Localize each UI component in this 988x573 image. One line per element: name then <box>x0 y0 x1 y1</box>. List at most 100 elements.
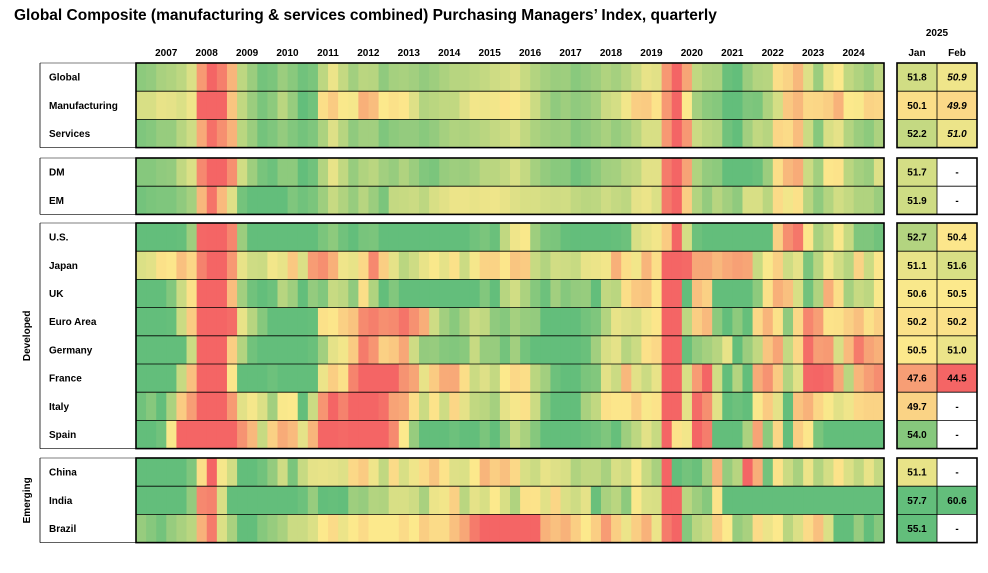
year-label: 2024 <box>842 48 865 59</box>
jan-cell <box>897 335 937 365</box>
heat-cell <box>307 251 319 280</box>
heat-cell <box>510 392 521 421</box>
jan-cell <box>897 458 937 487</box>
heat-cell <box>803 307 814 337</box>
heat-cell <box>257 91 268 120</box>
heat-cell <box>338 364 349 393</box>
heat-cell <box>196 392 208 421</box>
heat-cell <box>873 223 885 252</box>
heat-cell <box>681 279 693 308</box>
heat-cell <box>449 458 460 487</box>
heat-cell <box>712 392 723 421</box>
heat-cell <box>530 364 541 393</box>
heat-cell <box>621 158 632 187</box>
heat-cell <box>267 279 279 308</box>
heat-cell <box>762 158 774 187</box>
heat-cell <box>237 364 248 393</box>
heat-cell <box>328 186 339 215</box>
heat-cell <box>499 186 511 215</box>
heat-cell <box>388 158 400 187</box>
heat-cell <box>732 279 743 308</box>
heat-cell <box>550 335 562 365</box>
heat-cell <box>803 458 814 487</box>
heat-cell <box>328 158 339 187</box>
jan-cell <box>897 486 937 515</box>
heat-cell <box>762 392 774 421</box>
heat-cell <box>823 186 834 215</box>
heat-cell <box>328 119 339 148</box>
heat-cell <box>782 392 794 421</box>
heat-cell <box>560 307 572 337</box>
heat-cell <box>287 486 299 515</box>
heat-cell <box>499 63 511 92</box>
heat-cell <box>661 458 673 487</box>
heat-cell <box>348 186 359 215</box>
heat-cell <box>216 335 228 365</box>
heat-cell <box>550 186 562 215</box>
heat-cell <box>641 307 653 337</box>
heat-cell <box>691 223 703 252</box>
heat-cell <box>439 223 450 252</box>
heat-cell <box>691 458 703 487</box>
heat-cell <box>843 486 855 515</box>
heat-cell <box>550 420 562 449</box>
heat-cell <box>550 63 562 92</box>
heat-cell <box>136 486 147 515</box>
heat-cell <box>621 91 632 120</box>
heat-cell <box>621 392 632 421</box>
heat-cell <box>459 458 471 487</box>
heat-cell <box>772 420 784 449</box>
heat-cell <box>247 119 258 148</box>
heat-cell <box>742 223 754 252</box>
heat-cell <box>600 223 612 252</box>
heat-cell <box>287 364 299 393</box>
heat-cell <box>206 514 218 543</box>
heat-cell <box>287 307 299 337</box>
feb-value: 50.9 <box>947 73 967 84</box>
heat-cell <box>691 392 703 421</box>
jan-cell <box>897 307 937 337</box>
heat-cell <box>681 392 693 421</box>
heat-cell <box>317 364 329 393</box>
heat-cell <box>833 223 845 252</box>
heat-cell <box>226 63 238 92</box>
heat-cell <box>742 486 754 515</box>
feb-value: 50.2 <box>947 317 967 328</box>
heat-cell <box>388 251 400 280</box>
heat-cell <box>146 91 157 120</box>
heat-cell <box>338 91 349 120</box>
heat-cell <box>691 420 703 449</box>
heat-cell <box>722 514 733 543</box>
heat-cell <box>429 514 440 543</box>
heat-cell <box>570 63 582 92</box>
heat-cell <box>833 63 845 92</box>
recent-values-table: 51.8 50.9 50.1 49.9 52.2 51.0 51.7 - 51.9 - 52.7 50… <box>897 63 977 543</box>
heat-cell <box>590 514 602 543</box>
heat-cell <box>237 63 248 92</box>
heat-cell <box>459 420 471 449</box>
heat-cell <box>398 186 410 215</box>
heat-cell <box>368 364 380 393</box>
heat-cell <box>317 458 329 487</box>
heat-cell <box>782 119 794 148</box>
heat-cell <box>186 91 198 120</box>
heat-cell <box>712 364 723 393</box>
heat-cell <box>166 251 177 280</box>
heat-cell <box>156 63 167 92</box>
heat-cell <box>600 486 612 515</box>
heat-cell <box>742 514 754 543</box>
heat-cell <box>671 335 683 365</box>
heat-cell <box>691 279 703 308</box>
heat-cell <box>358 307 369 337</box>
heat-cell <box>439 486 450 515</box>
heat-cell <box>277 186 289 215</box>
heat-cell <box>671 486 683 515</box>
heat-cell <box>216 458 228 487</box>
heat-cell <box>378 335 390 365</box>
heat-cell <box>641 251 653 280</box>
heat-cell <box>540 279 551 308</box>
jan-value: 55.1 <box>907 524 927 535</box>
heat-cell <box>570 119 582 148</box>
heat-cell <box>651 392 663 421</box>
heat-cell <box>226 307 238 337</box>
